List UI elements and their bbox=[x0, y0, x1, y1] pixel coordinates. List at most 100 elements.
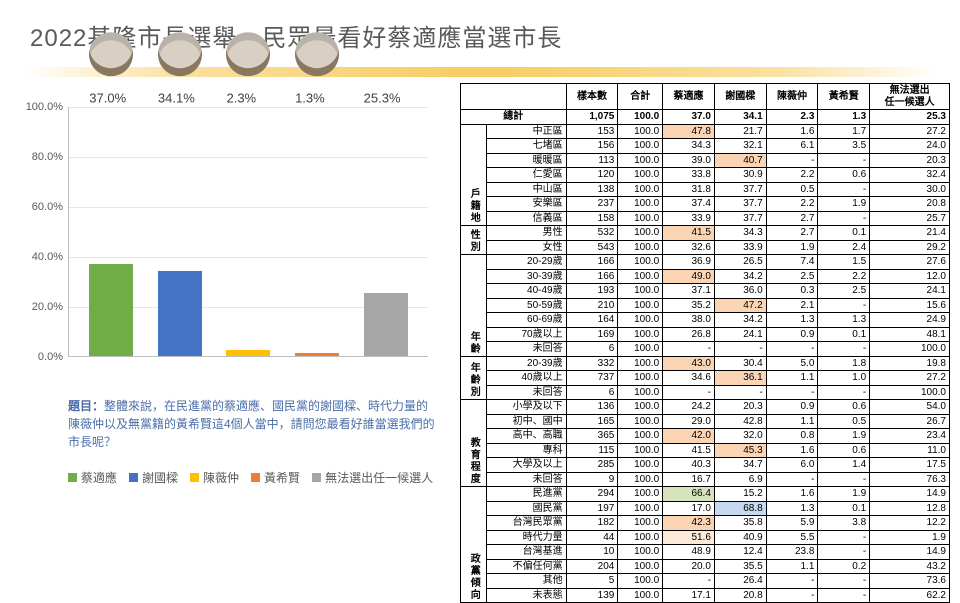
cell: - bbox=[663, 574, 715, 589]
cell: 24.2 bbox=[663, 400, 715, 415]
row-header: 初中、國中 bbox=[486, 414, 566, 429]
legend-item: 陳薇仲 bbox=[190, 469, 239, 486]
cell: 237 bbox=[566, 197, 618, 212]
cell: 34.6 bbox=[663, 371, 715, 386]
bar-rect: 37.0% bbox=[89, 264, 133, 357]
cell: 6.0 bbox=[766, 458, 818, 473]
cell: 25.7 bbox=[870, 211, 950, 226]
group-header: 性別 bbox=[461, 226, 487, 255]
cell: - bbox=[766, 588, 818, 603]
cell: - bbox=[766, 385, 818, 400]
y-axis-label: 100.0% bbox=[17, 101, 63, 113]
cell: 1.9 bbox=[818, 487, 870, 502]
cell: 62.2 bbox=[870, 588, 950, 603]
cell: 47.8 bbox=[663, 124, 715, 139]
group-header: 政黨傾向 bbox=[461, 487, 487, 603]
legend-swatch bbox=[251, 473, 260, 482]
cell: 27.6 bbox=[870, 255, 950, 270]
cell: 15.2 bbox=[714, 487, 766, 502]
bar-value-label: 1.3% bbox=[295, 91, 325, 106]
row-header: 20-29歲 bbox=[486, 255, 566, 270]
cell: 25.3 bbox=[870, 110, 950, 125]
cell: 1.1 bbox=[766, 414, 818, 429]
cell: 100.0 bbox=[618, 226, 663, 241]
cell: 1.1 bbox=[766, 371, 818, 386]
legend-swatch bbox=[129, 473, 138, 482]
cell: 100.0 bbox=[618, 458, 663, 473]
cell: 100.0 bbox=[870, 342, 950, 357]
row-header: 國民黨 bbox=[486, 501, 566, 516]
cell: - bbox=[818, 530, 870, 545]
cell: 113 bbox=[566, 153, 618, 168]
cell: 0.6 bbox=[818, 443, 870, 458]
cell: 6.9 bbox=[714, 472, 766, 487]
cell: 0.5 bbox=[766, 182, 818, 197]
cell: 100.0 bbox=[618, 574, 663, 589]
cell: 332 bbox=[566, 356, 618, 371]
cell: 54.0 bbox=[870, 400, 950, 415]
cell: 100.0 bbox=[618, 487, 663, 502]
cell: 3.5 bbox=[818, 139, 870, 154]
cell: 6.1 bbox=[766, 139, 818, 154]
cell: 10 bbox=[566, 545, 618, 560]
cell: 543 bbox=[566, 240, 618, 255]
cell: 34.7 bbox=[714, 458, 766, 473]
legend-label: 無法選出任一候選人 bbox=[325, 469, 433, 486]
group-header: 年齡別 bbox=[461, 356, 487, 400]
row-header: 40歲以上 bbox=[486, 371, 566, 386]
legend-label: 黃希賢 bbox=[264, 469, 300, 486]
cell: - bbox=[766, 574, 818, 589]
cell: 1.6 bbox=[766, 443, 818, 458]
cell: 100.0 bbox=[618, 429, 663, 444]
cell: 5.0 bbox=[766, 356, 818, 371]
cell: 197 bbox=[566, 501, 618, 516]
col-header bbox=[461, 84, 567, 110]
cell: 165 bbox=[566, 414, 618, 429]
cell: - bbox=[818, 588, 870, 603]
legend-label: 陳薇仲 bbox=[203, 469, 239, 486]
cell: 210 bbox=[566, 298, 618, 313]
cell: 169 bbox=[566, 327, 618, 342]
legend-item: 謝國樑 bbox=[129, 469, 178, 486]
cell: 32.1 bbox=[714, 139, 766, 154]
cell: 20.3 bbox=[714, 400, 766, 415]
cell: 6 bbox=[566, 385, 618, 400]
cell: 204 bbox=[566, 559, 618, 574]
legend-swatch bbox=[312, 473, 321, 482]
cell: 32.6 bbox=[663, 240, 715, 255]
cell: 136 bbox=[566, 400, 618, 415]
row-header: 30-39歲 bbox=[486, 269, 566, 284]
cell: - bbox=[818, 574, 870, 589]
cell: 2.3 bbox=[766, 110, 818, 125]
cell: 294 bbox=[566, 487, 618, 502]
survey-question: 題目：整體來說，在民進黨的蔡適應、國民黨的謝國樑、時代力量的陳薇仲以及無黨籍的黃… bbox=[20, 387, 440, 451]
y-axis-label: 60.0% bbox=[17, 201, 63, 213]
cell: 100.0 bbox=[618, 211, 663, 226]
question-prefix: 題目： bbox=[68, 399, 104, 413]
cell: 138 bbox=[566, 182, 618, 197]
row-header: 民進黨 bbox=[486, 487, 566, 502]
cell: 36.1 bbox=[714, 371, 766, 386]
cell: 43.2 bbox=[870, 559, 950, 574]
cell: 12.2 bbox=[870, 516, 950, 531]
cell: 30.0 bbox=[870, 182, 950, 197]
cell: 100.0 bbox=[618, 313, 663, 328]
cell: 285 bbox=[566, 458, 618, 473]
cell: 1.0 bbox=[818, 371, 870, 386]
cell: 100.0 bbox=[618, 371, 663, 386]
cell: - bbox=[766, 472, 818, 487]
cell: 0.1 bbox=[818, 327, 870, 342]
cell: 2.1 bbox=[766, 298, 818, 313]
bar-rect: 2.3% bbox=[226, 350, 270, 356]
cell: 1.7 bbox=[818, 124, 870, 139]
cell: 100.0 bbox=[618, 110, 663, 125]
cell: 1.9 bbox=[818, 197, 870, 212]
cell: 1.8 bbox=[818, 356, 870, 371]
cell: 100.0 bbox=[618, 255, 663, 270]
row-header: 信義區 bbox=[486, 211, 566, 226]
row-header: 高中、高職 bbox=[486, 429, 566, 444]
bar-item: 37.0% bbox=[87, 107, 135, 356]
cell: 21.7 bbox=[714, 124, 766, 139]
legend-item: 無法選出任一候選人 bbox=[312, 469, 433, 486]
cell: 0.1 bbox=[818, 501, 870, 516]
